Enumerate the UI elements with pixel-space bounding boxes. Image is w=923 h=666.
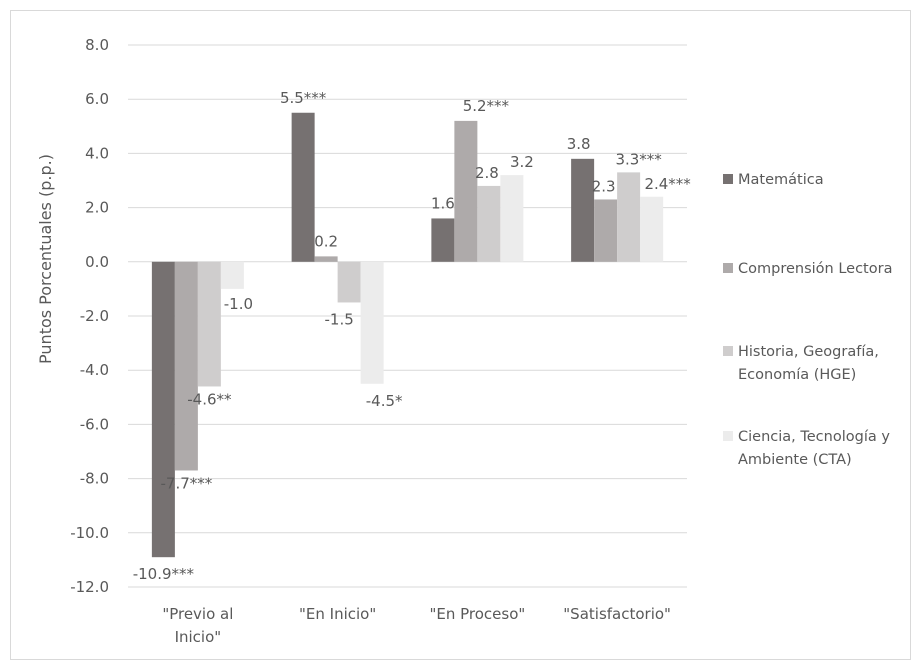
bar xyxy=(431,218,455,262)
y-tick-label: -12.0 xyxy=(70,578,109,596)
bar xyxy=(477,185,501,262)
y-axis-title: Puntos Porcentuales (p.p.) xyxy=(36,154,55,364)
data-label: 0.2 xyxy=(314,232,338,250)
y-tick-label: 0.0 xyxy=(85,253,109,271)
x-axis-categories: "Previo al Inicio" "En Inicio" "En Proceso"… xyxy=(162,605,671,646)
bar xyxy=(454,120,478,262)
legend-label: Matemática xyxy=(738,172,824,188)
legend-swatch xyxy=(723,263,733,273)
y-tick-label: -2.0 xyxy=(80,307,109,325)
bar-chart: 8.0 6.0 4.0 2.0 0.0 -2.0 -4.0 -6.0 -8.0 -10.0 -12.… xyxy=(36,36,892,646)
data-label: 2.8 xyxy=(475,164,499,182)
data-label: -7.7*** xyxy=(160,474,212,492)
x-category-label: "En Inicio" xyxy=(299,605,376,623)
data-labels: -10.9*** 5.5*** 1.6 3.8 -7.7*** 0.2 5.2*** 2.3 -… xyxy=(133,89,692,583)
gridlines xyxy=(128,44,687,588)
data-label: -10.9*** xyxy=(133,565,195,583)
data-label: 2.4*** xyxy=(644,175,691,193)
y-tick-label: 8.0 xyxy=(85,36,109,54)
data-label: 3.8 xyxy=(567,135,591,153)
y-tick-label: 4.0 xyxy=(85,144,109,162)
bar xyxy=(594,199,618,262)
legend-swatch xyxy=(723,346,733,356)
y-tick-label: 6.0 xyxy=(85,90,109,108)
bar xyxy=(291,112,315,262)
data-label: 5.2*** xyxy=(463,97,510,115)
bar xyxy=(197,261,221,387)
data-label: -1.0 xyxy=(224,295,253,313)
bar xyxy=(617,172,641,262)
y-axis-ticks: 8.0 6.0 4.0 2.0 0.0 -2.0 -4.0 -6.0 -8.0 -10.0 -12.… xyxy=(70,36,109,596)
data-label: -4.6** xyxy=(187,390,232,408)
y-tick-label: -8.0 xyxy=(80,470,109,488)
x-category-label: "Previo al xyxy=(162,605,233,623)
legend-label: Comprensión Lectora xyxy=(738,261,892,277)
y-tick-label: -6.0 xyxy=(80,415,109,433)
legend-swatch xyxy=(723,431,733,441)
bar xyxy=(151,261,175,558)
y-tick-label: -4.0 xyxy=(80,361,109,379)
legend-label: Ciencia, Tecnología y xyxy=(738,429,890,445)
bar xyxy=(360,261,384,384)
data-label: 1.6 xyxy=(431,194,455,212)
x-category-label: "Satisfactorio" xyxy=(563,605,671,623)
data-label: 2.3 xyxy=(592,177,616,195)
data-label: 5.5*** xyxy=(280,89,327,107)
y-tick-label: 2.0 xyxy=(85,199,109,217)
data-label: 3.3*** xyxy=(615,150,662,168)
legend-label: Economía (HGE) xyxy=(738,367,856,383)
bar xyxy=(337,261,361,303)
legend-swatch xyxy=(723,174,733,184)
data-label: -1.5 xyxy=(324,310,353,328)
y-tick-label: -10.0 xyxy=(70,524,109,542)
bar xyxy=(314,256,338,262)
data-label: 3.2 xyxy=(510,153,534,171)
bar xyxy=(174,261,198,471)
bar xyxy=(640,196,664,262)
x-category-label: Inicio" xyxy=(175,628,222,646)
bar xyxy=(571,158,595,262)
x-category-label: "En Proceso" xyxy=(429,605,525,623)
legend-label: Ambiente (CTA) xyxy=(738,452,852,468)
legend: Matemática Comprensión Lectora Historia, G… xyxy=(723,172,892,468)
bar xyxy=(220,261,244,289)
bars xyxy=(151,112,664,558)
legend-label: Historia, Geografía, xyxy=(738,344,879,360)
chart-frame: 8.0 6.0 4.0 2.0 0.0 -2.0 -4.0 -6.0 -8.0 -10.0 -12.… xyxy=(10,10,911,660)
bar xyxy=(500,175,524,262)
data-label: -4.5* xyxy=(366,392,403,410)
